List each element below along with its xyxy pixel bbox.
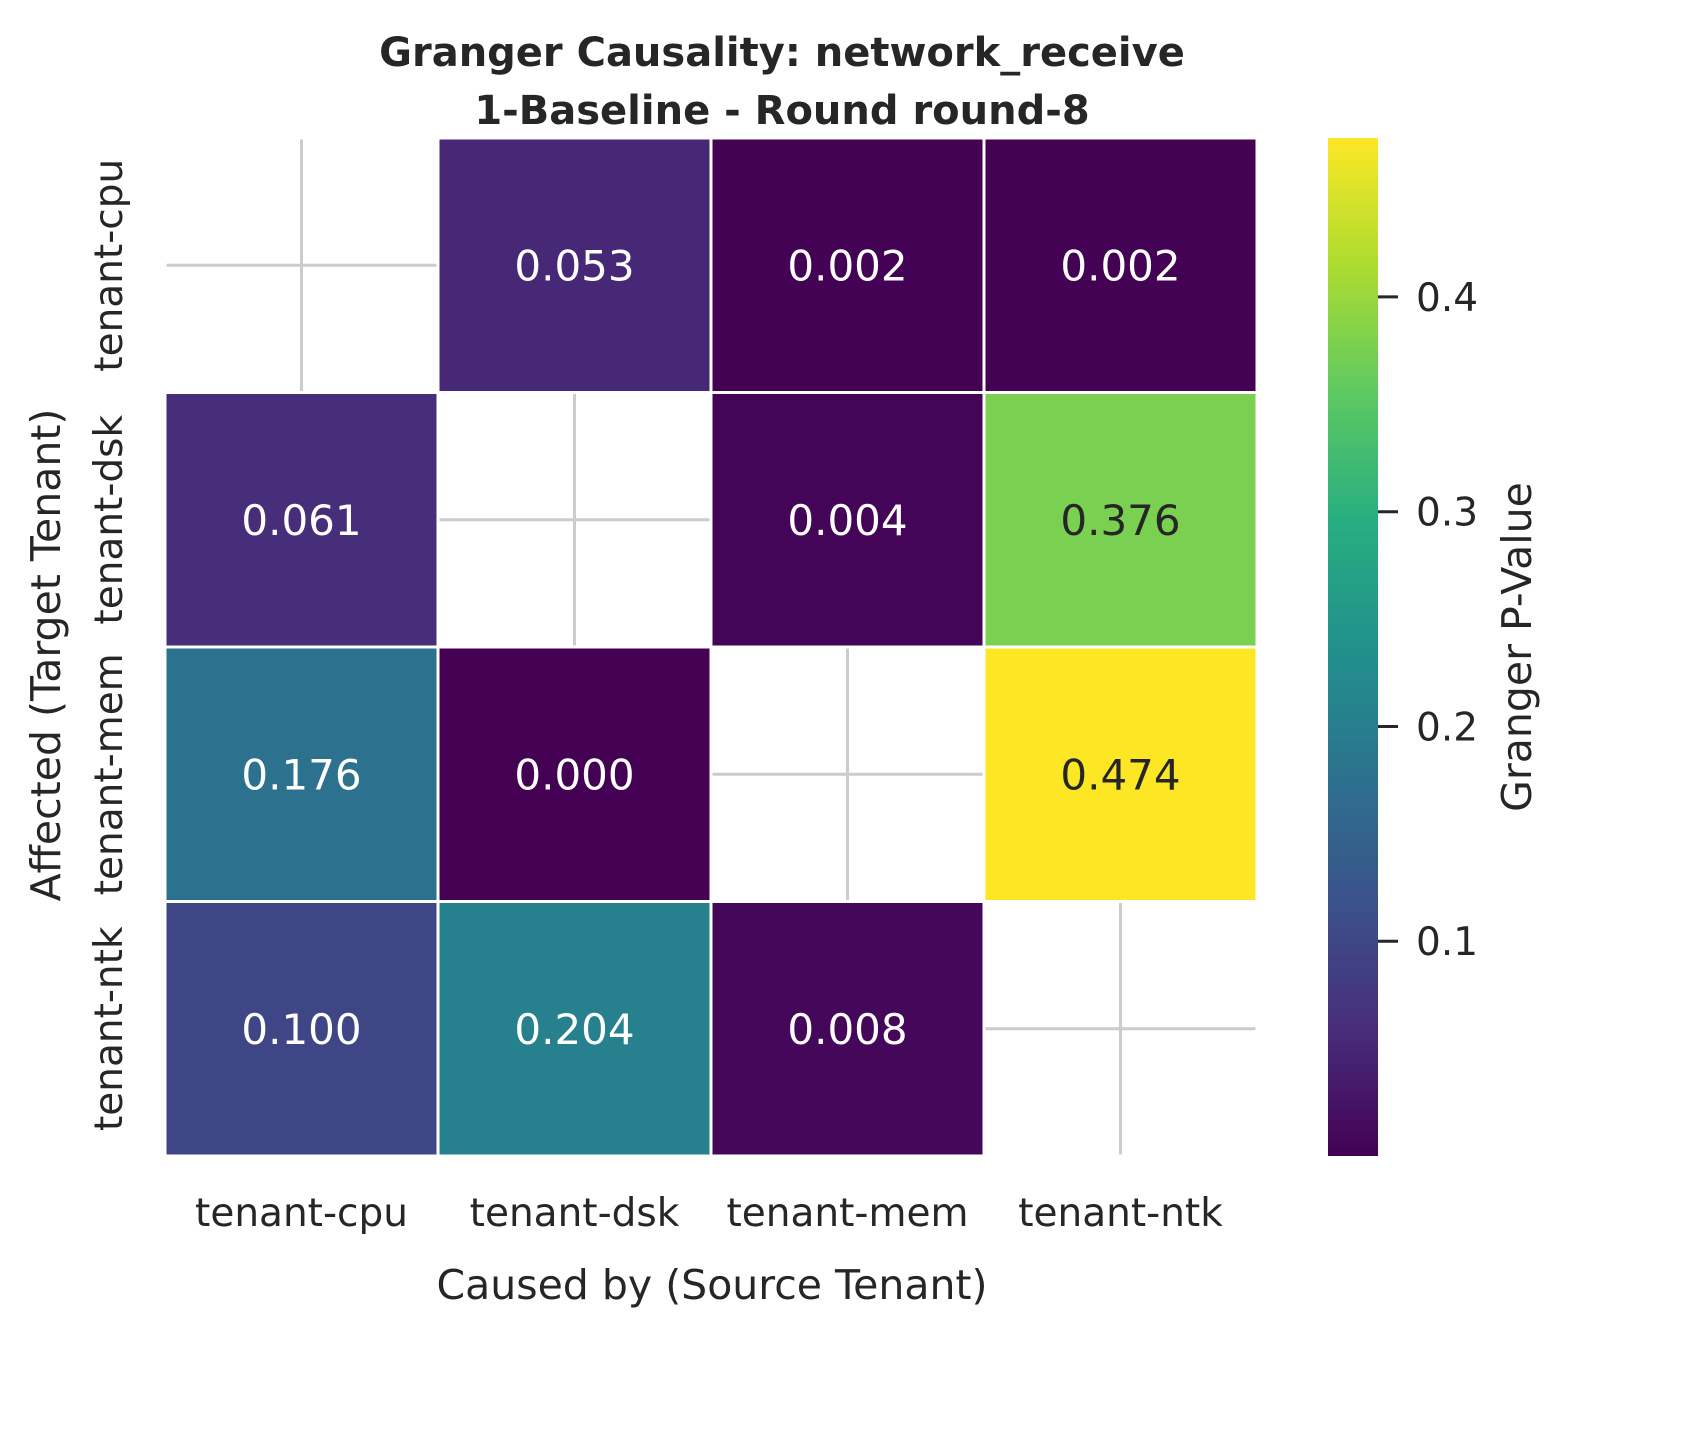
- x-tick-labels: tenant-cpu tenant-dsk tenant-mem tenant-ntk: [195, 1191, 1223, 1236]
- cell-value-label: 0.176: [241, 750, 361, 799]
- heatmap-cell: [982, 136, 1259, 394]
- cell-value-label: 0.204: [514, 1005, 634, 1054]
- cell-value-label: 0.053: [514, 241, 634, 290]
- heatmap-cell: [436, 900, 713, 1158]
- colorbar-label: Granger P-Value: [1493, 482, 1541, 812]
- x-tick-label: tenant-cpu: [195, 1191, 408, 1236]
- cell-value-label: 0.474: [1060, 750, 1180, 799]
- heatmap-cell-empty: [982, 900, 1259, 1158]
- y-tick-labels: tenant-cpu tenant-dsk tenant-mem tenant-ntk: [87, 159, 132, 1131]
- cell-value-label: 0.002: [787, 241, 907, 290]
- x-axis-label: Caused by (Source Tenant): [436, 1261, 987, 1309]
- x-tick-label: tenant-dsk: [470, 1191, 680, 1236]
- colorbar: [1328, 138, 1378, 1156]
- cell-value-label: 0.100: [241, 1005, 361, 1054]
- x-tick-label: tenant-mem: [727, 1191, 969, 1236]
- y-tick-label: tenant-ntk: [87, 926, 132, 1131]
- cell-value-label: 0.008: [787, 1005, 907, 1054]
- y-axis-label: Affected (Target Tenant): [22, 409, 70, 902]
- heatmap-cell: [982, 645, 1259, 903]
- heatmap-cell: [436, 645, 713, 903]
- cell-value-label: 0.376: [1060, 496, 1180, 545]
- colorbar-tick-label: 0.1: [1416, 920, 1478, 965]
- cell-value-label: 0.000: [514, 750, 634, 799]
- colorbar-tick-label: 0.3: [1416, 491, 1478, 536]
- x-tick-label: tenant-ntk: [1018, 1191, 1223, 1236]
- heatmap-cell: [163, 900, 440, 1158]
- colorbar-tick-label: 0.2: [1416, 705, 1478, 750]
- chart-subtitle: 1-Baseline - Round round-8: [474, 88, 1089, 134]
- cell-value-label: 0.002: [1060, 241, 1180, 290]
- y-tick-label: tenant-dsk: [87, 415, 132, 625]
- heatmap-cell: [709, 136, 986, 394]
- cell-value-label: 0.004: [787, 496, 907, 545]
- y-tick-label: tenant-mem: [87, 653, 132, 895]
- colorbar-ticks: 0.1 0.2 0.3 0.4: [1378, 276, 1478, 965]
- heatmap-cells: [163, 136, 1259, 1158]
- heatmap-cell: [163, 391, 440, 649]
- heatmap-cell: [709, 900, 986, 1158]
- heatmap-cell: [709, 391, 986, 649]
- y-tick-label: tenant-cpu: [87, 159, 132, 372]
- cell-value-label: 0.061: [241, 496, 361, 545]
- colorbar-tick-label: 0.4: [1416, 276, 1478, 321]
- chart-title: Granger Causality: network_receive: [379, 30, 1185, 76]
- cell-labels: 0.053 0.002 0.002 0.061 0.004 0.376 0.176 0.000…: [241, 241, 1180, 1054]
